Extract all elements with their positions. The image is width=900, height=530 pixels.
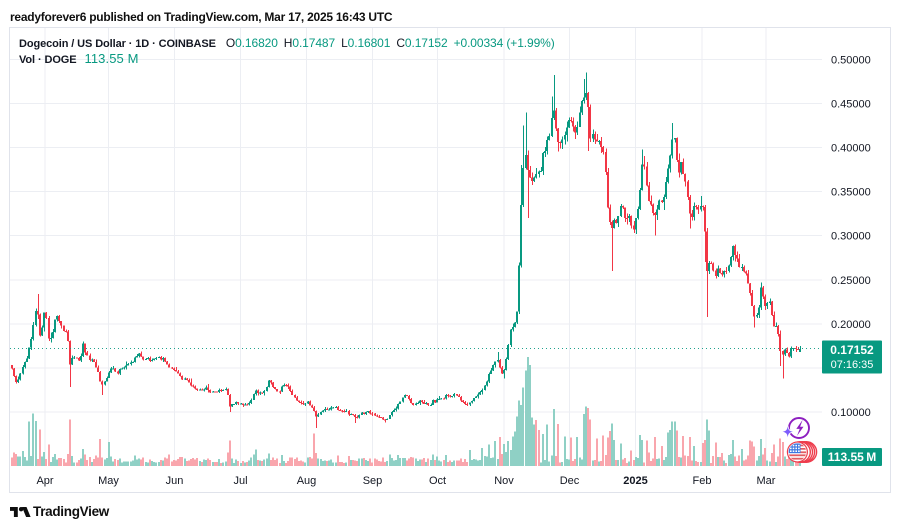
svg-text:Jun: Jun <box>166 475 184 487</box>
svg-text:Sep: Sep <box>363 475 383 487</box>
svg-text:0.10000: 0.10000 <box>831 407 871 419</box>
svg-text:0.25000: 0.25000 <box>831 275 871 287</box>
svg-text:113.55 M: 113.55 M <box>828 450 876 464</box>
svg-text:07:16:35: 07:16:35 <box>831 359 874 371</box>
svg-text:Apr: Apr <box>36 475 53 487</box>
svg-text:0.35000: 0.35000 <box>831 187 871 199</box>
svg-text:Dec: Dec <box>560 475 580 487</box>
svg-text:Oct: Oct <box>429 475 446 487</box>
svg-text:0.20000: 0.20000 <box>831 319 871 331</box>
svg-text:0.45000: 0.45000 <box>831 99 871 111</box>
svg-text:2025: 2025 <box>623 475 647 487</box>
svg-text:Mar: Mar <box>757 475 776 487</box>
svg-text:May: May <box>98 475 119 487</box>
svg-text:0.17152: 0.17152 <box>830 343 874 357</box>
svg-text:0.30000: 0.30000 <box>831 231 871 243</box>
svg-text:Aug: Aug <box>297 475 317 487</box>
svg-text:Nov: Nov <box>494 475 514 487</box>
svg-text:0.40000: 0.40000 <box>831 143 871 155</box>
svg-text:Feb: Feb <box>693 475 712 487</box>
svg-text:Jul: Jul <box>233 475 247 487</box>
svg-text:0.50000: 0.50000 <box>831 55 871 67</box>
